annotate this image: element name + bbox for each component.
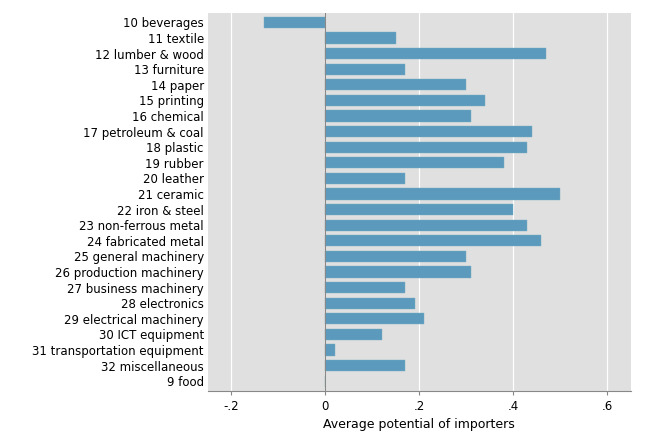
Bar xyxy=(326,220,527,231)
Bar xyxy=(326,282,405,293)
Bar xyxy=(326,345,335,355)
Bar xyxy=(326,235,541,247)
Bar xyxy=(326,360,405,371)
Bar xyxy=(326,79,466,90)
Bar xyxy=(326,251,466,262)
Bar xyxy=(326,329,382,340)
Bar xyxy=(326,204,513,215)
Bar xyxy=(326,126,532,137)
Bar xyxy=(326,110,471,122)
Bar xyxy=(326,157,504,168)
Bar xyxy=(326,313,424,325)
Bar xyxy=(326,48,546,59)
Bar xyxy=(265,17,326,28)
Bar xyxy=(326,188,560,200)
Bar xyxy=(326,298,415,309)
Bar xyxy=(326,33,396,43)
Bar xyxy=(326,63,405,75)
Bar xyxy=(326,173,405,184)
Bar xyxy=(326,95,485,106)
Bar xyxy=(326,141,527,153)
X-axis label: Average potential of importers: Average potential of importers xyxy=(324,418,515,431)
Bar xyxy=(326,266,471,278)
